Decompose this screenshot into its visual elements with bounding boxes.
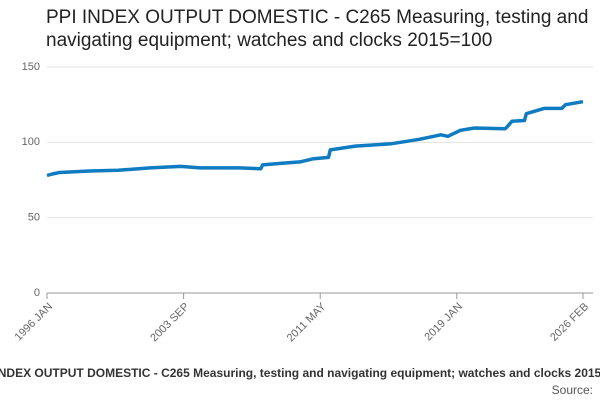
x-tick-label: 2003 SEP <box>148 301 192 345</box>
chart-title: PPI INDEX OUTPUT DOMESTIC - C265 Measuri… <box>46 7 589 51</box>
y-tick-label: 150 <box>22 61 40 73</box>
x-tick-label: 2011 MAY <box>285 300 329 344</box>
x-tick-label: 2019 JAN <box>422 301 465 344</box>
series-line <box>46 99 584 178</box>
y-tick-label: 50 <box>28 212 40 224</box>
legend-entry: PPI INDEX OUTPUT DOMESTIC - C265 Measuri… <box>0 366 600 380</box>
x-tick-label: 1996 JAN <box>13 301 56 344</box>
source-label: Source: <box>552 383 593 397</box>
y-tick-label: 0 <box>34 287 40 299</box>
y-tick-label: 100 <box>22 136 40 148</box>
x-tick-label: 2026 FEB <box>548 301 591 344</box>
